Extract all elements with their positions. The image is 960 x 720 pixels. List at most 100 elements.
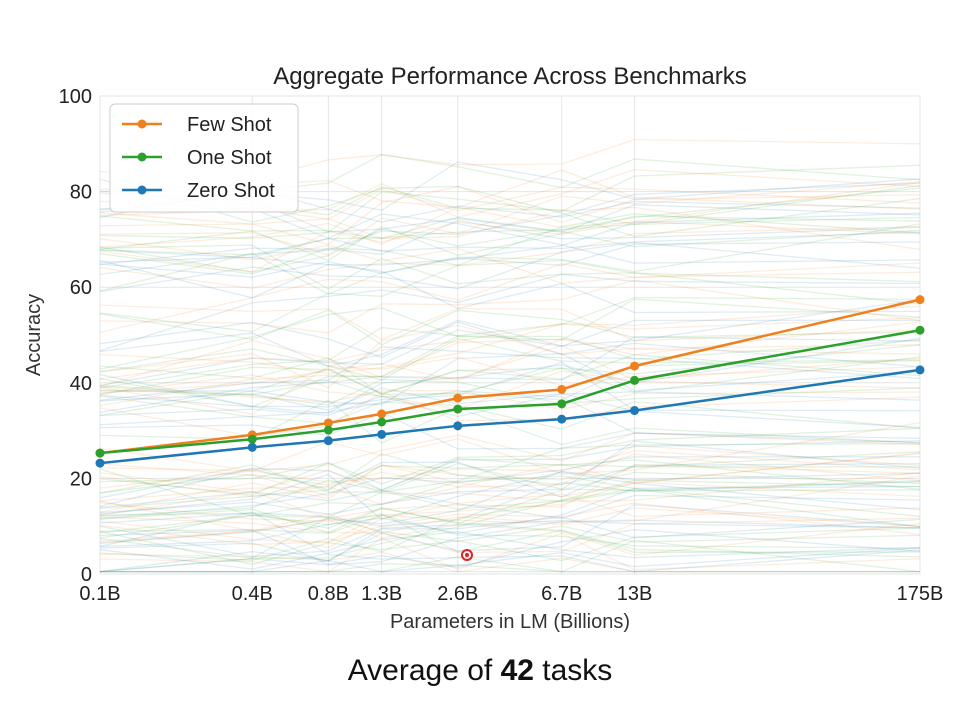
task-line: [99, 182, 921, 276]
task-line: [99, 502, 921, 544]
task-line: [99, 471, 921, 529]
data-point: [323, 436, 333, 446]
cursor-dot: [465, 553, 469, 557]
legend-swatch-marker: [137, 119, 147, 129]
task-line: [99, 187, 921, 273]
x-tick-label: 175B: [897, 583, 944, 605]
task-line: [99, 528, 921, 568]
data-point: [630, 361, 640, 371]
task-line: [99, 488, 921, 573]
task-line: [99, 551, 920, 573]
task-line: [99, 422, 921, 475]
caption-count: 42: [500, 654, 534, 687]
task-line: [99, 519, 921, 573]
task-line: [99, 356, 921, 415]
task-line: [100, 539, 921, 573]
task-line: [99, 532, 921, 573]
task-line: [100, 547, 921, 573]
task-line: [99, 516, 921, 554]
task-line: [99, 456, 921, 520]
task-line: [99, 527, 921, 566]
y-tick-label: 100: [59, 86, 92, 108]
legend-swatch-marker: [137, 152, 147, 162]
task-line: [99, 513, 921, 558]
task-line: [99, 296, 921, 389]
task-line: [99, 440, 921, 515]
data-point: [247, 434, 257, 444]
task-line: [100, 563, 920, 573]
task-line: [99, 489, 921, 520]
legend-box: [109, 103, 299, 213]
data-point: [247, 442, 257, 452]
chart: Aggregate Performance Across Benchmarks …: [23, 63, 944, 633]
task-line: [99, 324, 921, 389]
task-line: [99, 395, 921, 430]
task-line: [99, 354, 921, 396]
task-line: [99, 344, 921, 417]
task-line: [99, 500, 921, 556]
x-tick-label: 0.1B: [79, 583, 120, 605]
data-point: [915, 365, 925, 375]
x-tick-label: 2.6B: [437, 583, 478, 605]
task-line: [99, 516, 921, 562]
legend: Few Shot One Shot Zero Shot: [109, 103, 299, 213]
chart-title: Aggregate Performance Across Benchmarks: [273, 63, 747, 90]
task-line: [99, 225, 921, 290]
task-line: [99, 516, 921, 559]
task-line: [99, 501, 921, 528]
data-point: [557, 414, 567, 424]
task-line: [99, 464, 921, 520]
y-tick-label: 20: [70, 468, 92, 490]
task-line: [99, 370, 921, 410]
task-line: [99, 479, 921, 517]
data-point: [453, 404, 463, 414]
task-line: [99, 244, 921, 305]
series-line-few-shot: [99, 298, 921, 455]
task-line: [99, 469, 921, 503]
x-axis-label: Parameters in LM (Billions): [390, 611, 630, 633]
data-point: [630, 406, 640, 416]
task-line: [99, 531, 921, 570]
task-line: [99, 259, 921, 314]
task-line: [99, 481, 921, 527]
task-line: [99, 356, 921, 398]
x-tick-label: 6.7B: [541, 583, 582, 605]
task-line: [99, 481, 921, 546]
task-line: [99, 186, 921, 246]
task-line: [99, 273, 921, 352]
data-point: [377, 429, 387, 439]
task-line: [99, 485, 921, 548]
data-point: [630, 375, 640, 385]
task-line: [99, 387, 921, 429]
task-line: [99, 215, 921, 262]
task-line: [99, 259, 921, 333]
caption-suffix: tasks: [533, 654, 613, 687]
task-line: [99, 449, 921, 483]
data-point: [915, 295, 925, 305]
x-tick-label: 13B: [617, 583, 653, 605]
x-tick-label: 0.4B: [232, 583, 273, 605]
task-line: [99, 321, 921, 368]
task-line: [99, 361, 921, 412]
cursor-marker: [461, 549, 473, 561]
task-line: [99, 337, 921, 381]
task-line: [99, 452, 921, 498]
task-line: [99, 207, 921, 264]
data-point: [377, 417, 387, 427]
task-line: [99, 451, 921, 510]
task-line: [99, 444, 921, 505]
task-line: [99, 215, 921, 248]
task-line: [99, 503, 921, 573]
data-point: [453, 393, 463, 403]
task-line: [99, 386, 921, 411]
task-line: [99, 440, 921, 499]
data-point: [557, 384, 567, 394]
task-line: [99, 335, 921, 408]
series-line-one-shot: [99, 328, 921, 455]
task-line: [99, 346, 921, 401]
data-point: [915, 325, 925, 335]
y-tick-label: 60: [70, 277, 92, 299]
task-line: [99, 279, 921, 334]
task-line: [99, 262, 921, 333]
x-tick-label: 0.8B: [308, 583, 349, 605]
